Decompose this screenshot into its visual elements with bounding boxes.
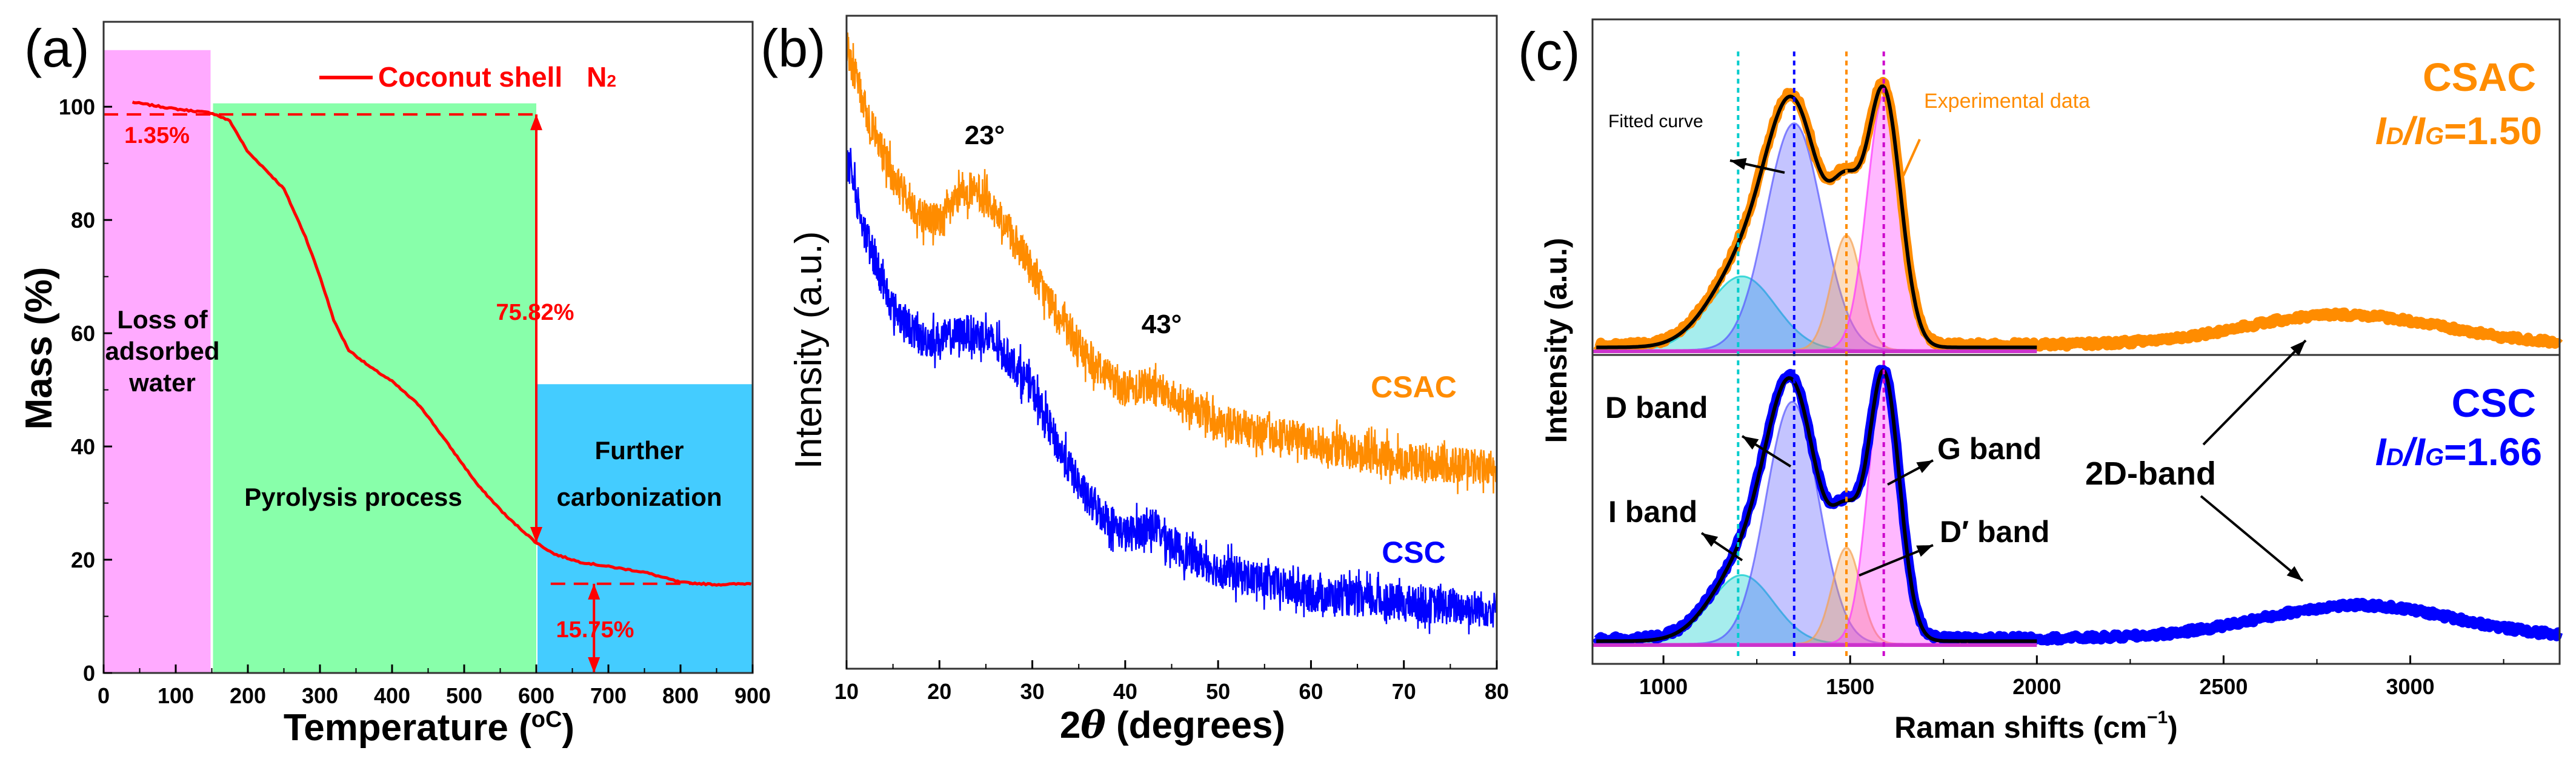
x-tick-label: 600 [518,683,554,708]
x-tick-label: 70 [1392,679,1416,704]
d-band-arrow-head [1742,436,1759,450]
residue-arrow-head [588,583,601,600]
sample-label-csac: CSAC [2423,55,2536,99]
panel-a-xlabel: Temperature (oC) [284,707,574,749]
panel-b-label: (b) [760,18,826,78]
x-tick-label: 20 [927,679,951,704]
region-2 [537,384,753,673]
xrd-curve-csc [845,148,1497,635]
region-label: Pyrolysis process [244,483,462,511]
x-tick-label: 60 [1299,679,1323,704]
g-band-arrow-head [1916,460,1933,474]
two-d-band-label: 2D-band [2085,456,2216,492]
plot-frame [1591,18,2561,665]
x-tick-label: 800 [662,683,699,708]
panel-b-xrd: 23° 43° CSAC CSC 10 20 30 40 50 60 70 80 [834,15,1509,704]
d-prime-band-arrow-head [1916,545,1933,557]
panel-a-ylabel: Mass (%) [18,267,60,430]
peak-label-23: 23° [965,121,1005,150]
annotation-75-82: 75.82% [496,300,574,325]
panel-a-tga: Loss of adsorbed water Pyrolysis process Fur… [59,21,771,708]
xrd-curve-csac [846,32,1497,494]
x-tick-label: 400 [374,683,410,708]
series-label-csac: CSAC [1371,370,1457,404]
region-label: carbonization [556,483,722,511]
x-tick-label: 1000 [1639,674,1688,699]
mass-loss-arrow-head [530,114,542,130]
two-d-band-arrow-down-head [2286,566,2303,581]
x-tick-label: 300 [302,683,338,708]
annotation-1-35: 1.35% [124,123,190,148]
x-tick-label: 0 [98,683,110,708]
d-prime-band-label: D′ band [1940,515,2049,549]
i-band-label: I band [1608,495,1697,529]
x-tick-label: 2500 [2199,674,2248,699]
fitted-curve-label: Fitted curve [1608,111,1703,131]
peak-label-43: 43° [1142,310,1182,339]
x-tick-label: 100 [158,683,194,708]
panel-b-ylabel: Intensity (a.u.) [788,231,830,469]
two-d-band-arrow-down [2200,495,2304,582]
x-tick-label: 80 [1485,679,1509,704]
x-tick-label: 200 [230,683,266,708]
sample-label-csc: CSC [2452,380,2536,425]
region-label: water [128,368,196,397]
legend-label: Coconut shell N2 [378,61,616,93]
experimental-data-arrow [1902,139,1921,176]
y-tick-label: 80 [71,208,95,233]
x-tick-label: 40 [1113,679,1137,704]
region-0 [104,50,211,673]
region-1 [213,103,536,673]
y-tick-label: 40 [71,434,95,459]
two-d-band-arrow-up-head [2290,340,2306,356]
region-label: Further [595,436,684,465]
fitted-curve-csc [1596,368,2037,643]
panel-a-label: (a) [24,18,90,78]
x-tick-label: 30 [1020,679,1045,704]
residue-arrow-head [588,657,601,673]
panel-c-raman: 1000 1500 2000 2500 3000 CSAC ID/IG=1.50 CSC ID/… [1591,18,2563,699]
id-ig-ratio-csc: ID/IG=1.66 [2375,430,2542,474]
i-band-arrow-head [1702,533,1719,547]
id-ig-ratio-csac: ID/IG=1.50 [2375,109,2542,153]
panel-c-ylabel: Intensity (a.u.) [1539,238,1573,443]
tga-curve [131,101,752,587]
experimental-data-label: Experimental data [1924,90,2090,113]
y-tick-label: 100 [59,94,95,119]
x-tick-label: 500 [446,683,482,708]
x-tick-label: 700 [590,683,627,708]
region-label: adsorbed [105,337,219,365]
y-tick-label: 0 [83,661,95,686]
annotation-15-75: 15.75% [556,617,634,643]
fitted-curve-arrow-head [1730,157,1747,170]
panel-b-xlabel: 2θ (degrees) [1060,703,1285,747]
fitted-curve-csac [1596,84,2037,350]
panel-c-label: (c) [1518,21,1580,81]
d-band-label: D band [1605,391,1708,425]
x-tick-label: 900 [734,683,771,708]
x-tick-label: 3000 [2386,674,2434,699]
mass-loss-arrow-head [530,527,542,543]
panel-c-xlabel: Raman shifts (cm−1) [1894,707,2178,744]
series-label-csc: CSC [1382,535,1446,569]
y-tick-label: 20 [71,548,95,572]
two-d-band-arrow-up [2202,339,2307,446]
x-tick-label: 1500 [1826,674,1874,699]
x-tick-label: 2000 [2012,674,2061,699]
x-tick-label: 10 [834,679,859,704]
x-tick-label: 50 [1206,679,1230,704]
y-tick-label: 60 [71,321,95,346]
region-label: Loss of [117,305,208,334]
g-band-label: G band [1937,432,2042,466]
